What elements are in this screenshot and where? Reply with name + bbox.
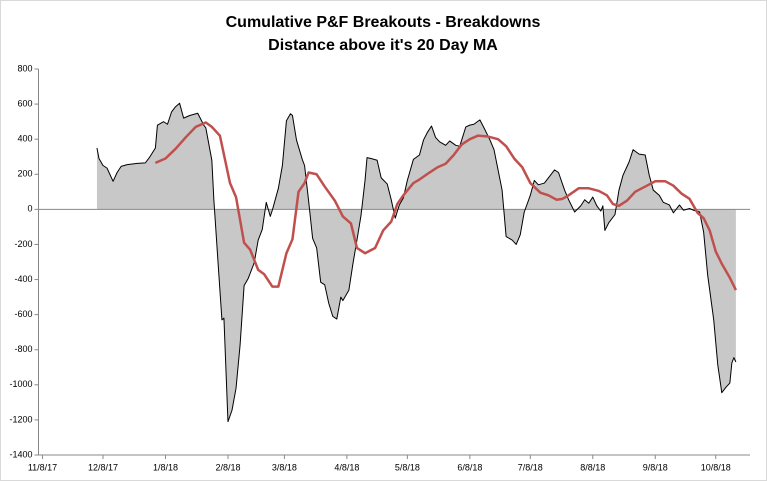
x-tick-label: 10/8/18 [701,462,731,472]
area-fill [96,103,736,422]
y-tick-label: -200 [14,239,32,249]
y-tick-label: 200 [17,169,32,179]
y-tick-label: -600 [14,309,32,319]
x-tick-label: 4/8/18 [334,462,359,472]
chart-title: Cumulative P&F Breakouts - Breakdowns [226,14,541,31]
y-tick-label: -1200 [9,414,32,424]
x-tick-label: 7/8/18 [518,462,543,472]
y-tick-label: 800 [17,63,32,73]
x-tick-label: 12/8/17 [88,462,118,472]
x-tick-label: 11/8/17 [28,462,57,472]
x-tick-label: 5/8/18 [395,462,420,472]
y-tick-label: -1000 [9,379,32,389]
x-tick-label: 1/8/18 [153,462,178,472]
x-tick-label: 6/8/18 [457,462,482,472]
x-tick-label: 9/8/18 [643,462,668,472]
y-tick-label: -400 [14,274,32,284]
x-tick-label: 2/8/18 [215,462,240,472]
x-tick-label: 3/8/18 [272,462,297,472]
series-line [154,121,738,291]
y-tick-label: 600 [17,98,32,108]
y-tick-label: -1400 [9,449,32,459]
chart-subtitle: Distance above it's 20 Day MA [268,37,498,54]
y-tick-label: 400 [17,134,32,144]
series-line [96,102,737,423]
y-tick-label: -800 [14,344,32,354]
y-tick-label: 0 [27,204,32,214]
x-tick-label: 8/8/18 [580,462,605,472]
